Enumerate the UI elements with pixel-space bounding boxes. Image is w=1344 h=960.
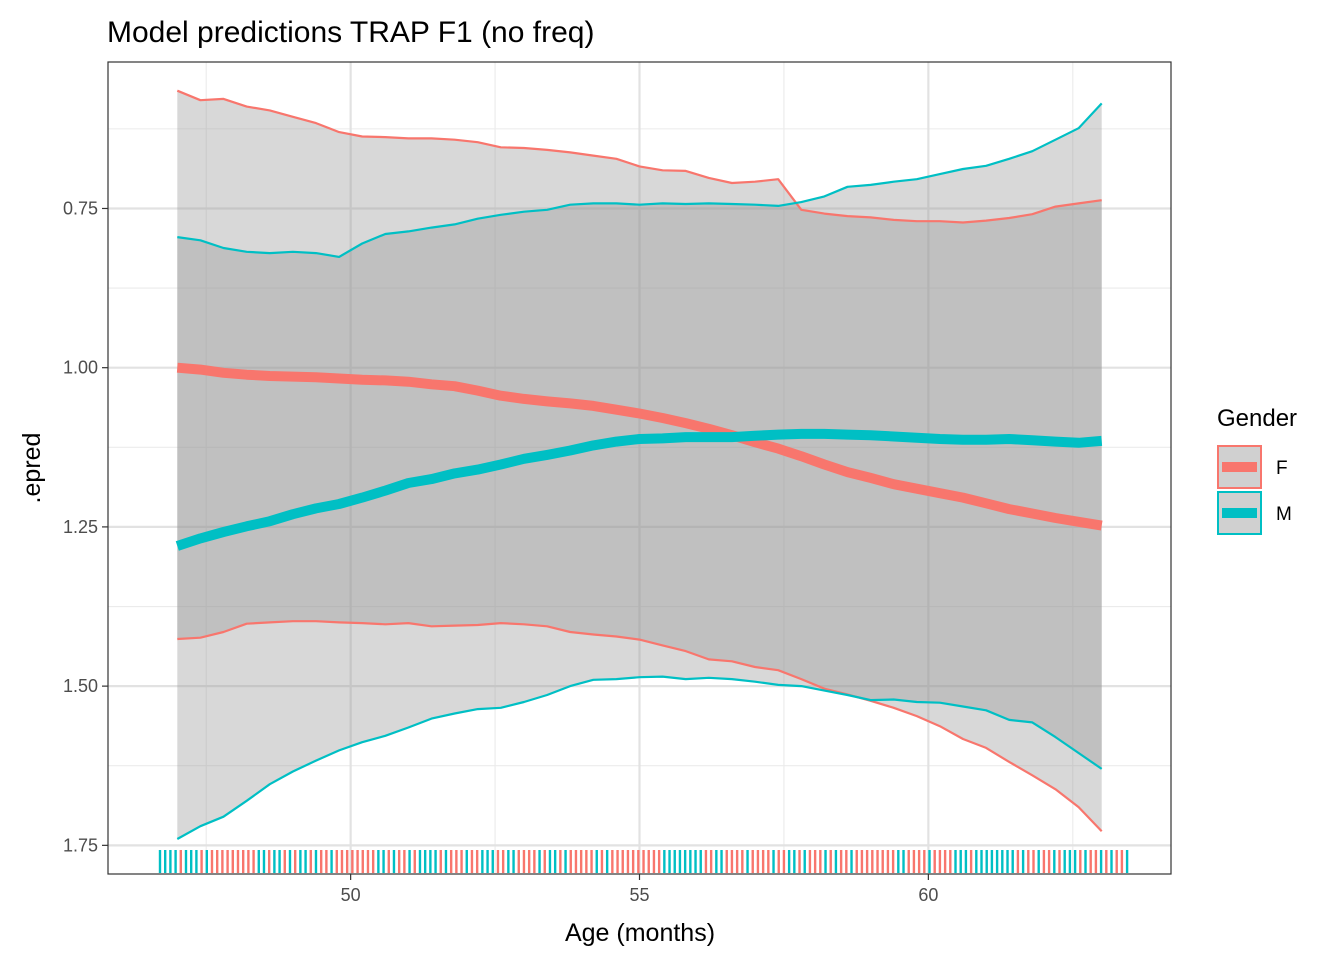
y-tick-label: 1.25 (63, 517, 98, 537)
upper-bound-line-M (177, 102, 1103, 258)
legend-label-F: F (1276, 458, 1288, 479)
y-tick-label: 1.50 (63, 676, 98, 696)
y-axis: 0.75 1.00 1.25 1.50 1.75 (63, 198, 108, 855)
age-rug (158, 850, 1129, 873)
chart-title: Model predictions TRAP F1 (no freq) (107, 16, 594, 49)
x-tick-label: 50 (341, 885, 361, 905)
x-tick-label: 55 (629, 885, 649, 905)
grid-lines (108, 62, 1171, 874)
x-axis: 50 55 60 (341, 874, 938, 905)
legend-label-M: M (1276, 504, 1292, 525)
legend: Gender F M (1217, 405, 1297, 535)
y-tick-label: 1.00 (63, 358, 98, 378)
ribbon-F (177, 90, 1102, 832)
x-tick-label: 60 (918, 885, 938, 905)
legend-title: Gender (1217, 405, 1297, 432)
lower-bound-line-M (176, 675, 1103, 840)
y-axis-title: .epred (18, 433, 46, 504)
ribbon-bound-lines (176, 89, 1103, 840)
confidence-ribbons (177, 90, 1102, 839)
ribbon-M (177, 103, 1102, 839)
mean-prediction-lines (175, 362, 1103, 551)
x-axis-title: Age (months) (565, 919, 715, 947)
lower-bound-line-F (177, 620, 1103, 833)
mean-line-M (175, 428, 1103, 551)
y-tick-label: 1.75 (63, 835, 98, 855)
y-tick-label: 0.75 (63, 198, 98, 218)
mean-line-F (176, 362, 1103, 531)
upper-bound-line-F (176, 89, 1102, 224)
